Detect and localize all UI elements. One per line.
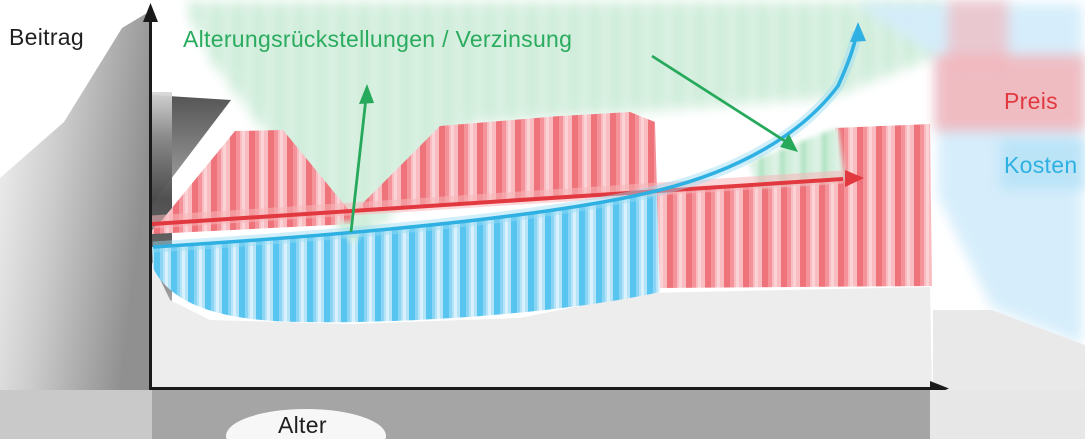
annotation-arrow-up	[349, 84, 374, 233]
floor-shadow-band	[0, 390, 1085, 439]
gray-backdrop-wall	[0, 10, 152, 392]
y-axis	[143, 3, 158, 390]
cost-area	[152, 191, 660, 323]
cost-curve	[152, 22, 866, 253]
cost-curve-arrowhead	[850, 22, 866, 42]
price-line	[151, 170, 864, 229]
x-axis-label: Alter	[278, 412, 327, 438]
price-area-old	[657, 124, 932, 288]
y-axis-label: Beitrag	[9, 24, 84, 50]
green-top-wash	[186, 2, 948, 236]
annotation-label: Alterungsrückstellungen / Verzinsung	[183, 26, 573, 52]
pink-right-wash	[935, 0, 1085, 131]
annotation-arrow-down	[651, 54, 798, 152]
price-label: Preis	[1004, 88, 1058, 114]
price-line-arrowhead	[845, 170, 864, 187]
cost-label: Kosten	[1004, 152, 1078, 178]
y-axis-arrowhead	[143, 3, 158, 22]
